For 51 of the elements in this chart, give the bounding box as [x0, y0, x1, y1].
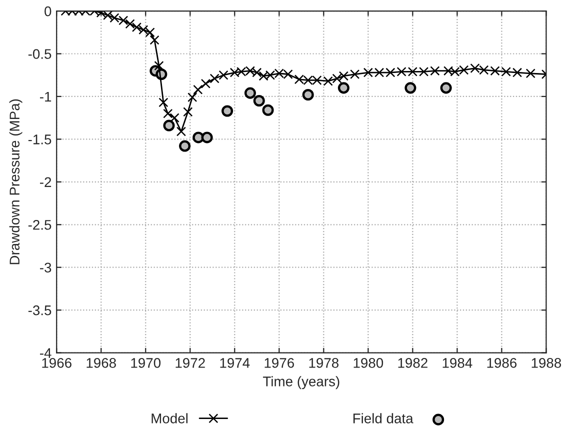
x-tick-label: 1988 — [532, 358, 562, 368]
point — [404, 82, 416, 94]
point — [183, 107, 193, 117]
point — [222, 105, 234, 117]
y-tick-label: -2 — [40, 177, 52, 187]
point — [158, 98, 168, 108]
point — [179, 140, 191, 152]
point — [440, 82, 452, 94]
y-tick-label: -1.5 — [28, 134, 52, 144]
point — [163, 120, 175, 132]
point — [163, 108, 173, 118]
y-axis-title: Drawdown Pressure (MPa) — [9, 99, 22, 264]
point — [244, 87, 256, 99]
point — [302, 88, 314, 101]
point — [201, 132, 213, 144]
point — [176, 126, 186, 136]
point — [170, 113, 180, 123]
y-tick-label: -0.5 — [28, 49, 52, 59]
point — [262, 104, 274, 116]
y-tick-label: 0 — [44, 6, 52, 16]
point — [200, 78, 210, 88]
y-tick-label: -3 — [40, 262, 52, 273]
x-tick-label: 1968 — [86, 358, 116, 368]
x-tick-label: 1978 — [309, 358, 338, 368]
y-tick-label: -1 — [40, 92, 52, 102]
point — [193, 84, 203, 94]
y-tick-label: -4 — [40, 348, 52, 358]
legend-label: Field data — [353, 413, 414, 424]
x-tick-label: 1984 — [442, 358, 472, 368]
x-tick-label: 1982 — [398, 358, 428, 368]
point — [188, 92, 198, 102]
point — [154, 60, 164, 70]
point — [150, 35, 160, 45]
x-tick-label: 1986 — [487, 358, 517, 368]
x-axis-title: Time (years) — [263, 376, 340, 390]
x-tick-label: 1974 — [220, 358, 250, 368]
x-tick-label: 1980 — [354, 358, 384, 368]
x-tick-label: 1972 — [176, 358, 205, 368]
x-tick-label: 1966 — [42, 358, 72, 368]
point — [526, 68, 536, 78]
x-tick-label: 1970 — [131, 358, 161, 368]
point — [338, 82, 350, 94]
point — [125, 19, 135, 29]
point — [253, 94, 265, 107]
point — [218, 70, 228, 80]
point — [210, 74, 220, 84]
point — [350, 69, 360, 80]
x-tick-label: 1976 — [264, 358, 294, 368]
y-tick-label: -2.5 — [28, 220, 52, 230]
y-tick-label: -3.5 — [28, 305, 52, 316]
legend-label: Model — [152, 413, 188, 424]
